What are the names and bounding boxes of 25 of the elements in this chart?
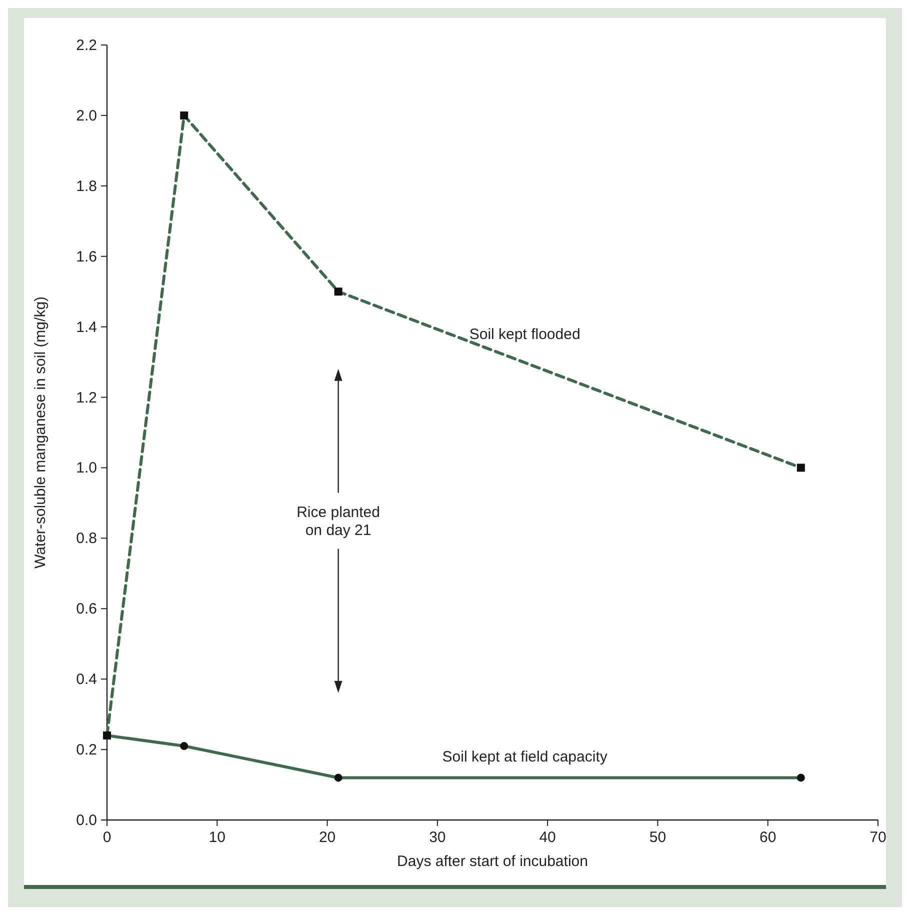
x-tick-label: 50: [649, 829, 666, 846]
x-tick-label: 60: [760, 829, 776, 846]
y-tick-label: 0.6: [76, 600, 97, 618]
x-tick-label: 0: [102, 829, 112, 846]
y-tick-label: 1.8: [76, 178, 97, 195]
series-label: Soil kept flooded: [469, 326, 580, 343]
x-axis-title: Days after start of incubation: [397, 853, 588, 870]
x-tick-label: 40: [539, 829, 556, 846]
y-tick-label: 1.6: [76, 248, 97, 266]
y-tick-label: 1.2: [76, 389, 97, 406]
y-tick-label: 2.2: [76, 37, 97, 54]
y-tick-label: 0.0: [76, 812, 97, 829]
x-tick-label: 10: [208, 829, 226, 846]
y-axis-title: Water-soluble manganese in soil (mg/kg): [32, 296, 49, 569]
x-tick-label: 70: [870, 829, 886, 846]
y-tick-label: 0.4: [76, 671, 97, 688]
series-label: Soil kept at field capacity: [442, 748, 608, 766]
annotation: Rice planted on day 21: [296, 504, 380, 539]
y-tick-label: 0.8: [76, 530, 97, 548]
x-tick-label: 30: [429, 829, 446, 846]
y-tick-label: 1.4: [76, 318, 97, 336]
x-tick-label: 20: [318, 829, 336, 846]
y-tick-label: 2.0: [76, 107, 97, 124]
y-tick-label: 0.2: [76, 742, 97, 759]
y-tick-label: 1.0: [76, 460, 97, 477]
